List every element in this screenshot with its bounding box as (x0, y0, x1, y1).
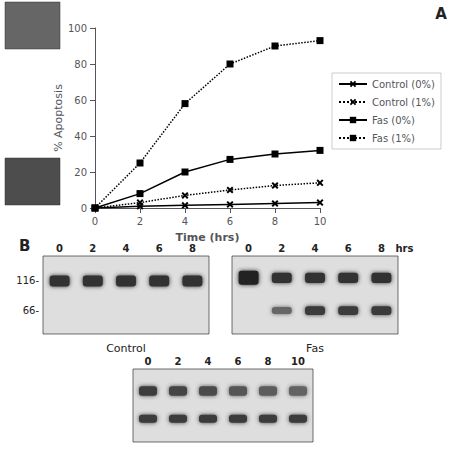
svg-text:80: 80 (74, 59, 87, 70)
svg-text:2: 2 (175, 356, 182, 367)
svg-text:8: 8 (272, 216, 278, 227)
svg-text:0: 0 (56, 243, 63, 254)
svg-text:Fas (0%): Fas (0%) (372, 115, 415, 126)
svg-text:6: 6 (235, 356, 242, 367)
svg-text:6: 6 (156, 243, 163, 254)
svg-text:0: 0 (145, 356, 152, 367)
svg-text:2: 2 (278, 243, 285, 254)
svg-text:8: 8 (189, 243, 196, 254)
svg-text:A: A (435, 5, 447, 23)
svg-text:4: 4 (312, 243, 319, 254)
svg-text:40: 40 (74, 131, 87, 142)
svg-text:Fas (1%): Fas (1%) (372, 133, 415, 144)
svg-text:8: 8 (378, 243, 385, 254)
svg-text:10: 10 (291, 356, 305, 367)
svg-text:0: 0 (81, 203, 87, 214)
svg-text:0: 0 (92, 216, 98, 227)
svg-text:6: 6 (345, 243, 352, 254)
svg-text:Control (0%): Control (0%) (372, 79, 435, 90)
svg-text:Control: Control (106, 342, 146, 355)
svg-text:20: 20 (74, 167, 87, 178)
svg-text:10: 10 (314, 216, 327, 227)
svg-text:2: 2 (89, 243, 96, 254)
svg-text:Control (1%): Control (1%) (372, 97, 435, 108)
svg-text:60: 60 (74, 95, 87, 106)
svg-text:hrs: hrs (395, 243, 413, 254)
svg-text:100: 100 (68, 23, 87, 34)
svg-text:8: 8 (265, 356, 272, 367)
svg-text:% Apoptosis: % Apoptosis (52, 84, 65, 152)
svg-text:Time (hrs): Time (hrs) (176, 231, 240, 244)
svg-text:6: 6 (227, 216, 233, 227)
svg-text:4: 4 (182, 216, 188, 227)
svg-text:116-: 116- (16, 275, 39, 286)
svg-text:4: 4 (205, 356, 212, 367)
svg-text:2: 2 (137, 216, 143, 227)
svg-text:Fas: Fas (306, 342, 324, 355)
svg-text:4: 4 (123, 243, 130, 254)
svg-text:0: 0 (245, 243, 252, 254)
svg-text:B: B (19, 237, 30, 255)
svg-text:66-: 66- (23, 305, 40, 316)
